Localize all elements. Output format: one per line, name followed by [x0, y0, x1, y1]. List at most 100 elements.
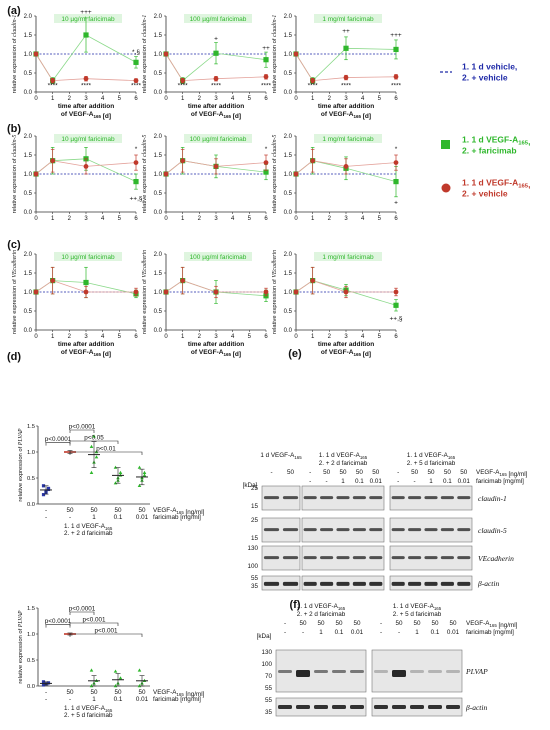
x-axis-title-line1: time after addition: [318, 341, 374, 348]
x-tick-label: 6: [134, 334, 138, 340]
data-point-circle: [343, 164, 349, 169]
row2-label: faricimab [mg/ml]: [466, 629, 514, 636]
data-point-circle: [293, 289, 299, 295]
data-point-circle: [50, 158, 56, 164]
blot-band: [428, 670, 442, 673]
line-chart-a-3: 0.0 0.5 1.0 1.5 2.0 0 1 2 3 4 5 6 1 mg/ml faricimab r…: [272, 14, 402, 120]
data-point: [41, 493, 46, 497]
data-point: [46, 487, 51, 492]
blot-band: [408, 496, 422, 500]
panel-letter-f: (f): [290, 599, 301, 611]
blot-band: [303, 581, 317, 586]
x-tick-label: 1: [51, 216, 55, 222]
x-tick-label: 5: [118, 96, 122, 102]
data-point-circle: [310, 278, 316, 283]
blot-band: [392, 670, 406, 677]
x-tick-label: 5: [378, 334, 382, 340]
y-axis-title: relative expression of claudin-5: [12, 135, 18, 214]
chart-title-box: [314, 14, 382, 23]
lane-faricimab-value: -: [414, 478, 416, 485]
y-tick-label: 1.5: [154, 33, 163, 39]
row2-value: 0.01: [136, 696, 149, 703]
blot-band: [391, 556, 405, 560]
panel-letter-c: (c): [7, 239, 21, 251]
x-tick-label: 2: [68, 96, 72, 102]
kda-marker: 55: [265, 685, 273, 692]
line-chart-a-1: 0.0 0.5 1.0 1.5 2.0 0 1 2 3 4 5 6 10 µg/ml faricimab…: [12, 9, 142, 120]
x-tick-label: 2: [328, 96, 332, 102]
lane-faricimab-value: 0.01: [458, 478, 471, 485]
lane-faricimab-value: 0.01: [351, 629, 364, 636]
data-point-circle: [83, 76, 89, 82]
legend-text: 2. + faricimab: [462, 146, 517, 156]
y-tick-label: 1.5: [284, 271, 293, 277]
kda-marker: 35: [265, 709, 273, 716]
panel-letter-d: (d): [7, 351, 21, 363]
x-tick-label: 3: [84, 334, 88, 340]
data-point-circle: [213, 289, 219, 295]
data-point: [142, 473, 147, 477]
y-axis-title: relative expression of claudin-1: [142, 15, 148, 94]
blot-band: [314, 705, 328, 709]
significance-bracket: [69, 633, 143, 637]
y-axis-title: relative expression of VEcadherin: [12, 250, 18, 334]
series-line: [35, 160, 137, 175]
blot-group-title: 2. + 5 d faricimab: [393, 611, 442, 618]
blot-band: [408, 556, 422, 560]
y-tick-label: 2.0: [154, 14, 163, 20]
blot-band: [408, 528, 422, 532]
significance-mark: ****: [211, 82, 222, 89]
significance-mark: *,§: [132, 49, 140, 56]
y-tick-label: 1.0: [284, 52, 293, 58]
row1-value: 50: [138, 507, 146, 514]
blot-group-title: 2. + 2 d faricimab: [319, 460, 368, 467]
row2-value: 0.1: [114, 696, 123, 703]
x-axis-title-line2: of VEGF-A165 [d]: [321, 111, 371, 120]
lane-faricimab-value: -: [284, 629, 286, 636]
data-point-circle: [133, 78, 139, 83]
data-point: [137, 684, 142, 688]
lane-vegf-value: 50: [395, 620, 403, 627]
treatment-line1: 1. 1 d VEGF-A165: [64, 523, 113, 531]
data-point: [118, 676, 123, 680]
legend-circle-marker: [441, 183, 451, 193]
blot-band: [457, 496, 471, 500]
x-tick-label: 1: [51, 334, 55, 340]
significance-mark: ****: [391, 82, 402, 89]
blot-band: [457, 528, 471, 532]
data-point-circle: [263, 74, 269, 80]
data-point-square: [263, 169, 269, 175]
lane-vegf-value: -: [397, 469, 399, 476]
y-tick-label: 1.5: [284, 153, 293, 159]
row1-label: VEGF-A165 [ng/ml]: [476, 469, 528, 478]
lane-faricimab-value: 1: [429, 478, 433, 485]
lane-vegf-value: 50: [431, 620, 439, 627]
y-tick-label: 1.5: [27, 424, 35, 430]
lane-vegf-value: 50: [317, 620, 325, 627]
row2-value: -: [45, 696, 47, 703]
blot-band: [336, 581, 350, 586]
x-axis-title-line1: time after addition: [188, 341, 244, 348]
blot-band: [282, 528, 299, 532]
y-tick-label: 0.0: [284, 90, 293, 96]
legend-item-1: 1. 1 d vehicle,2. + vehicle: [440, 62, 517, 83]
data-point-circle: [33, 51, 39, 57]
y-tick-label: 1.5: [24, 33, 33, 39]
lane-faricimab-value: 1: [319, 629, 323, 636]
chart-title: 1 mg/ml faricimab: [322, 16, 374, 23]
x-tick-label: 5: [118, 216, 122, 222]
y-tick-label: 0.5: [154, 309, 163, 315]
x-tick-label: 0: [34, 96, 38, 102]
row1-value: 50: [114, 507, 122, 514]
series-line: [295, 53, 397, 82]
lane-vegf-value: 50: [287, 469, 295, 476]
significance-mark: +: [214, 36, 218, 43]
x-tick-label: 5: [378, 96, 382, 102]
blot-label: VEcadherin: [478, 554, 514, 563]
x-axis-title-line2: of VEGF-A165 [d]: [61, 349, 111, 358]
blot-band: [350, 705, 364, 709]
chart-title: 100 µg/ml faricimab: [190, 16, 247, 23]
data-point: [137, 668, 142, 672]
panel-letter-e: (e): [288, 348, 302, 360]
